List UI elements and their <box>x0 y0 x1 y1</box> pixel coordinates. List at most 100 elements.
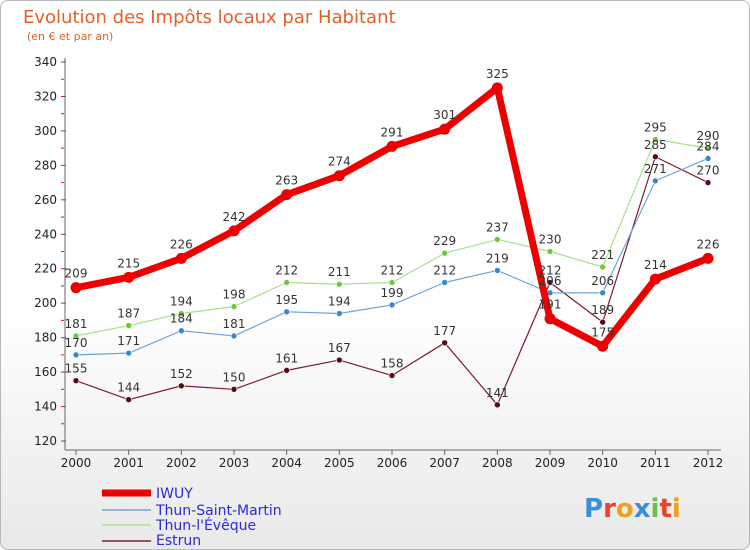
chart-subtitle: (en € et par an) <box>27 30 113 43</box>
data-label-thun-saint-martin: 212 <box>433 264 456 278</box>
data-point-estrun <box>72 377 80 385</box>
data-point-iwuy <box>702 252 714 264</box>
chart-title: Evolution des Impôts locaux par Habitant <box>23 7 396 28</box>
data-label-iwuy: 301 <box>433 108 456 122</box>
x-tick-label: 2002 <box>166 456 197 470</box>
data-point-estrun <box>283 367 290 374</box>
data-label-estrun: 167 <box>328 341 351 355</box>
data-label-thun-saint-martin: 194 <box>328 295 351 309</box>
data-point-estrun <box>599 318 606 326</box>
data-point-iwuy <box>649 273 661 285</box>
data-point-estrun <box>441 339 448 347</box>
data-label-thun-saint-martin: 206 <box>591 274 614 288</box>
legend: IWUY Thun-Saint-Martin Thun-l'Évêque Est… <box>102 486 282 549</box>
data-label-thun-saint-martin: 195 <box>275 293 298 307</box>
data-point-thun-l-eveque <box>178 310 185 317</box>
data-point-thun-l-eveque <box>494 236 501 243</box>
data-point-thun-l-eveque <box>441 249 448 257</box>
data-label-thun-saint-martin: 181 <box>223 317 246 331</box>
data-label-thun-saint-martin: 184 <box>170 312 193 326</box>
data-label-estrun: 155 <box>65 362 88 376</box>
data-point-iwuy <box>386 140 398 152</box>
data-label-thun-saint-martin: 206 <box>539 274 562 288</box>
data-point-thun-l-eveque <box>704 144 712 152</box>
data-point-estrun <box>125 396 132 403</box>
series-group <box>70 82 714 409</box>
data-point-thun-saint-martin <box>494 267 501 274</box>
data-point-estrun <box>704 179 712 186</box>
data-label-thun-saint-martin: 271 <box>644 162 667 176</box>
y-tick-label: 220 <box>34 262 57 276</box>
data-point-estrun <box>178 382 185 390</box>
data-label-estrun: 141 <box>486 386 509 400</box>
data-point-thun-l-eveque <box>283 279 290 286</box>
data-label-iwuy: 274 <box>328 155 351 169</box>
data-point-estrun <box>652 153 659 161</box>
data-point-thun-l-eveque <box>125 322 132 329</box>
data-point-thun-l-eveque <box>230 303 238 310</box>
data-label-estrun: 158 <box>381 357 404 371</box>
data-label-thun-l-eveque: 198 <box>223 288 246 302</box>
legend-label-thun-l-eveque: Thun-l'Évêque <box>155 517 256 534</box>
x-tick-label: 2011 <box>640 456 671 470</box>
x-tick-label: 2005 <box>324 456 355 470</box>
data-point-thun-saint-martin <box>336 310 343 317</box>
data-point-iwuy <box>70 282 82 294</box>
data-point-iwuy <box>597 340 609 352</box>
data-label-estrun: 161 <box>275 351 298 365</box>
data-point-thun-saint-martin <box>441 279 448 286</box>
data-point-thun-l-eveque <box>652 136 659 143</box>
x-tick-label: 2003 <box>219 456 250 470</box>
legend-label-estrun: Estrun <box>156 533 201 549</box>
data-label-estrun: 189 <box>591 303 614 317</box>
data-point-iwuy <box>123 271 135 283</box>
data-label-iwuy: 175 <box>591 325 614 339</box>
data-point-iwuy <box>333 170 345 182</box>
data-label-thun-l-eveque: 194 <box>170 295 193 309</box>
data-point-estrun <box>230 386 238 393</box>
x-tick-label: 2007 <box>429 456 460 470</box>
proxiti-logo: Proxiti <box>584 494 681 524</box>
data-label-iwuy: 209 <box>65 267 88 281</box>
x-tick-label: 2012 <box>693 456 724 470</box>
data-label-thun-l-eveque: 212 <box>275 264 298 278</box>
x-tick-label: 2004 <box>271 456 302 470</box>
data-label-iwuy: 215 <box>117 256 140 270</box>
data-label-thun-l-eveque: 290 <box>697 129 720 143</box>
data-label-thun-l-eveque: 237 <box>486 220 509 234</box>
y-tick-label: 260 <box>34 193 57 207</box>
data-label-thun-saint-martin: 219 <box>486 251 509 265</box>
data-label-iwuy: 226 <box>170 237 193 251</box>
data-point-thun-saint-martin <box>652 177 659 185</box>
y-tick-label: 280 <box>34 158 57 172</box>
data-label-thun-l-eveque: 295 <box>644 121 667 135</box>
data-labels: 155 144 152 150 161 167 158 177 141 212 189 285 270 1… <box>65 67 720 400</box>
data-label-estrun: 285 <box>644 138 667 152</box>
data-label-iwuy: 214 <box>644 258 667 272</box>
data-label-thun-l-eveque: 221 <box>591 248 614 262</box>
x-tick-label: 2010 <box>587 456 618 470</box>
y-tick-label: 300 <box>34 124 57 138</box>
data-label-iwuy: 263 <box>275 174 298 188</box>
data-label-estrun: 177 <box>433 324 456 338</box>
data-label-iwuy: 242 <box>223 210 246 224</box>
data-point-estrun <box>336 356 343 364</box>
data-label-estrun: 270 <box>697 164 720 178</box>
data-point-estrun <box>388 372 396 379</box>
data-point-iwuy <box>439 123 451 135</box>
y-tick-label: 120 <box>34 434 57 448</box>
y-tick-label: 240 <box>34 227 57 241</box>
data-point-thun-saint-martin <box>178 327 185 335</box>
data-point-estrun <box>494 401 501 409</box>
data-point-thun-l-eveque <box>72 332 80 340</box>
data-label-iwuy: 191 <box>539 298 562 312</box>
data-label-thun-l-eveque: 229 <box>433 234 456 248</box>
data-point-iwuy <box>491 82 503 94</box>
logo-text: Proxiti <box>584 494 681 524</box>
x-tick-label: 2008 <box>482 456 513 470</box>
data-point-thun-l-eveque <box>599 263 606 271</box>
data-point-thun-l-eveque <box>336 280 343 288</box>
data-label-thun-l-eveque: 230 <box>539 233 562 247</box>
data-label-thun-l-eveque: 211 <box>328 265 351 279</box>
